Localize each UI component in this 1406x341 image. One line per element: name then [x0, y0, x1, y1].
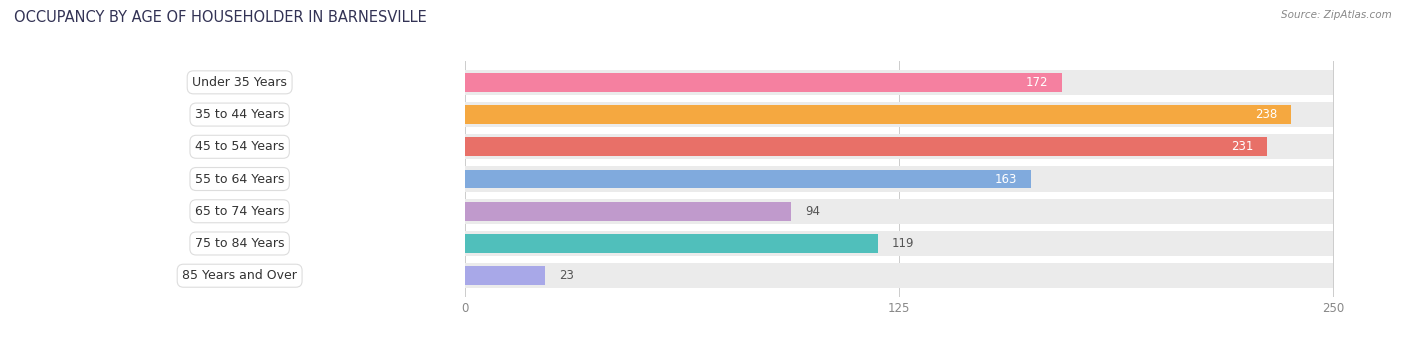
Bar — [465, 231, 1333, 256]
Text: 65 to 74 Years: 65 to 74 Years — [195, 205, 284, 218]
Bar — [465, 70, 1333, 95]
Text: 119: 119 — [891, 237, 914, 250]
Bar — [465, 170, 1031, 188]
Text: Under 35 Years: Under 35 Years — [193, 76, 287, 89]
Bar — [465, 202, 792, 221]
Bar — [465, 263, 1333, 288]
Text: 163: 163 — [994, 173, 1017, 186]
Text: 75 to 84 Years: 75 to 84 Years — [195, 237, 284, 250]
Text: 23: 23 — [560, 269, 574, 282]
Text: 45 to 54 Years: 45 to 54 Years — [195, 140, 284, 153]
Text: Source: ZipAtlas.com: Source: ZipAtlas.com — [1281, 10, 1392, 20]
Text: 55 to 64 Years: 55 to 64 Years — [195, 173, 284, 186]
Text: 231: 231 — [1230, 140, 1253, 153]
Text: 85 Years and Over: 85 Years and Over — [183, 269, 297, 282]
Bar — [465, 73, 1062, 92]
Bar — [465, 105, 1291, 124]
Text: 94: 94 — [806, 205, 820, 218]
Bar — [465, 137, 1267, 156]
Bar — [465, 134, 1333, 159]
Bar — [465, 266, 546, 285]
Text: 35 to 44 Years: 35 to 44 Years — [195, 108, 284, 121]
Bar — [465, 234, 879, 253]
Bar — [465, 166, 1333, 192]
Bar — [465, 102, 1333, 127]
Text: 172: 172 — [1026, 76, 1049, 89]
Text: 238: 238 — [1256, 108, 1277, 121]
Text: OCCUPANCY BY AGE OF HOUSEHOLDER IN BARNESVILLE: OCCUPANCY BY AGE OF HOUSEHOLDER IN BARNE… — [14, 10, 427, 25]
Bar — [465, 199, 1333, 224]
